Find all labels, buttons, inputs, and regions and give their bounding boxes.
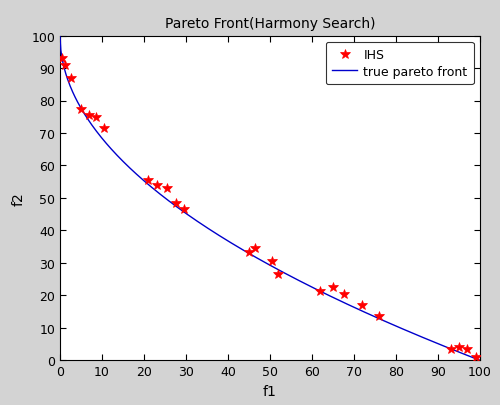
IHS xyxy=(269,259,275,264)
IHS xyxy=(330,285,336,290)
true pareto front xyxy=(477,358,483,363)
IHS xyxy=(164,186,170,191)
IHS xyxy=(246,249,252,254)
IHS xyxy=(101,126,107,131)
IHS xyxy=(86,113,92,118)
true pareto front xyxy=(284,272,290,277)
Y-axis label: f2: f2 xyxy=(12,192,26,205)
X-axis label: f1: f1 xyxy=(263,384,277,398)
IHS xyxy=(59,57,65,62)
true pareto front xyxy=(259,259,265,264)
Title: Pareto Front(Harmony Search): Pareto Front(Harmony Search) xyxy=(165,17,375,31)
IHS xyxy=(252,246,258,251)
IHS xyxy=(68,76,73,81)
IHS xyxy=(360,303,366,308)
IHS xyxy=(276,272,281,277)
IHS xyxy=(172,201,178,206)
true pareto front xyxy=(467,354,473,359)
Line: IHS: IHS xyxy=(57,54,480,362)
true pareto front xyxy=(256,257,262,262)
Legend: IHS, true pareto front: IHS, true pareto front xyxy=(326,43,474,85)
IHS xyxy=(464,347,470,352)
IHS xyxy=(154,183,160,188)
IHS xyxy=(145,178,151,183)
IHS xyxy=(340,292,346,296)
true pareto front xyxy=(401,327,407,332)
IHS xyxy=(318,288,324,293)
IHS xyxy=(181,207,187,212)
IHS xyxy=(78,107,84,112)
IHS xyxy=(448,347,454,352)
Line: true pareto front: true pareto front xyxy=(60,36,480,360)
IHS xyxy=(92,115,98,120)
true pareto front xyxy=(307,284,313,289)
IHS xyxy=(456,345,462,350)
IHS xyxy=(62,63,68,68)
true pareto front xyxy=(57,34,63,39)
IHS xyxy=(473,355,479,360)
IHS xyxy=(376,314,382,319)
